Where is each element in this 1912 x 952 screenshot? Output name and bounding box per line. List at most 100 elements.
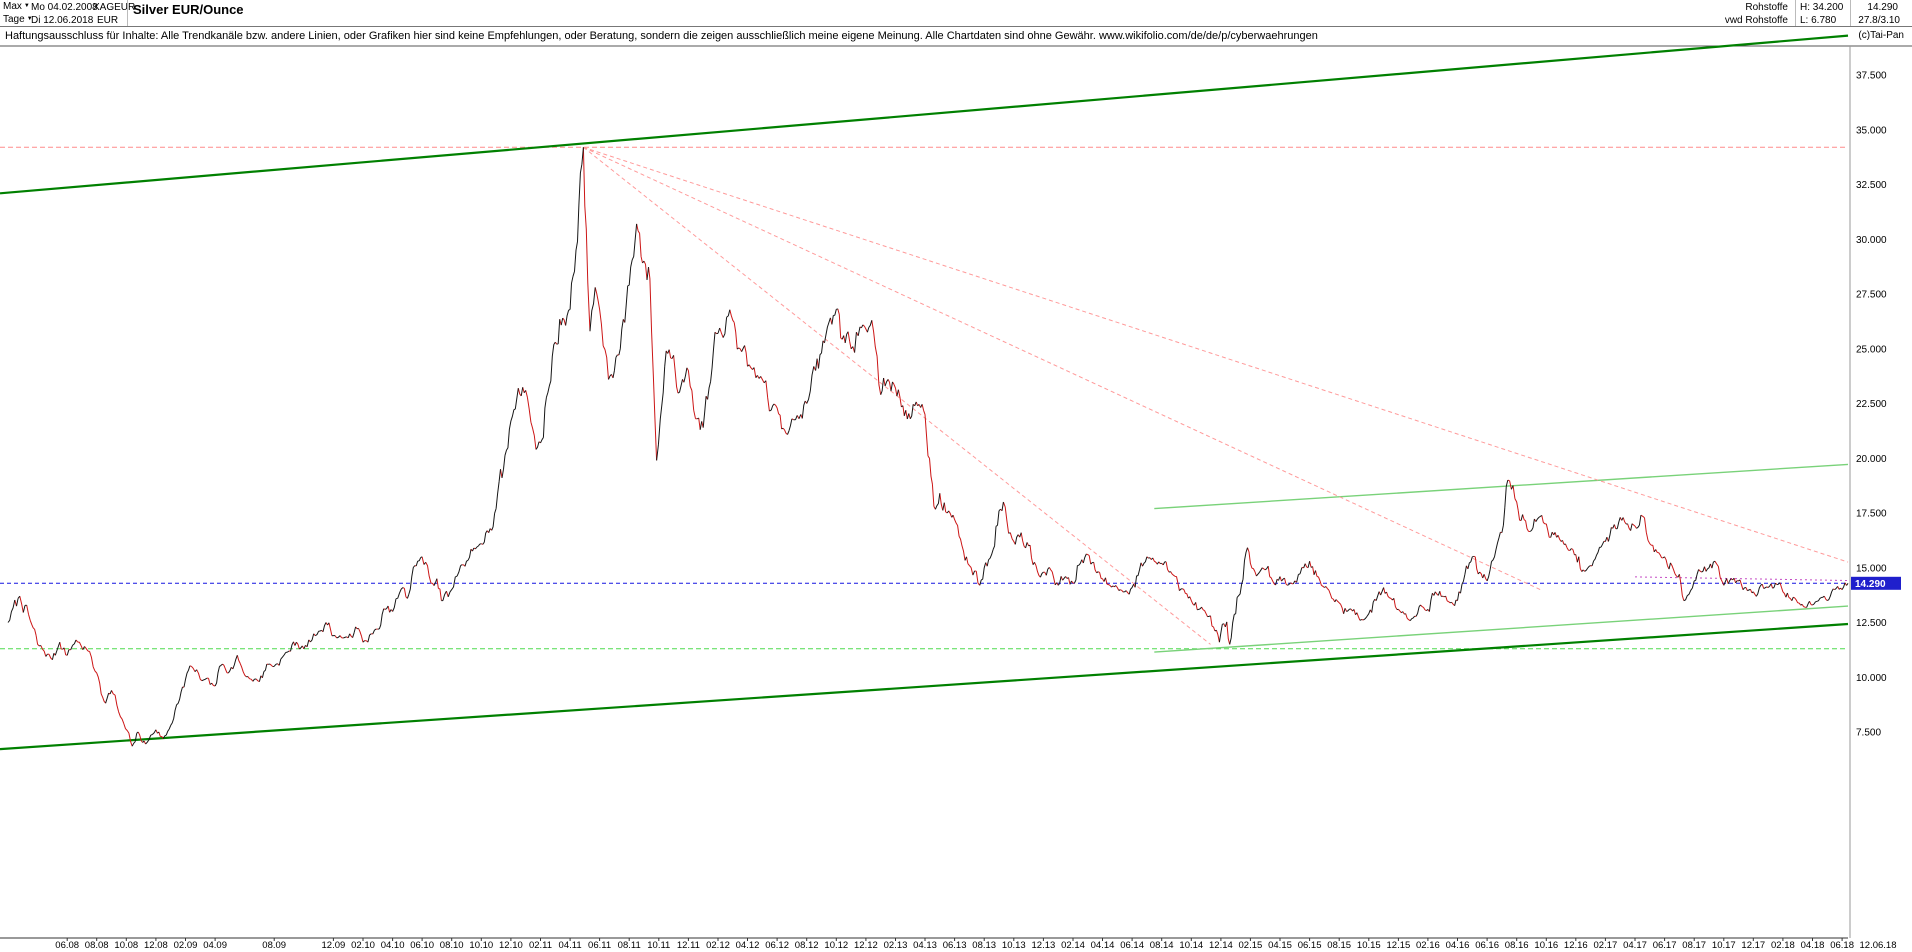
x-axis-tick-label: 02.11 <box>529 940 552 951</box>
y-axis-labels: 37.500 35.000 32.500 30.000 27.500 25.000 22.5… <box>1856 71 1887 739</box>
x-axis-tick-label: 06.16 <box>1475 940 1499 951</box>
x-axis-tick-label: 02.17 <box>1594 940 1618 951</box>
x-axis-tick-label: 08.09 <box>262 940 286 951</box>
x-axis-tick-label: 12.09 <box>322 940 346 951</box>
x-axis-tick-label: 10.16 <box>1534 940 1558 951</box>
currency-label: EUR <box>97 15 119 26</box>
x-axis-tick-label: 04.15 <box>1268 940 1292 951</box>
y-axis-tick-label: 35.000 <box>1856 125 1887 136</box>
header-divider <box>1795 0 1796 26</box>
upper-channel <box>0 34 1849 195</box>
trend-lines <box>0 34 1849 751</box>
x-axis-tick-label: 08.14 <box>1150 940 1174 951</box>
x-axis-tick-label: 06.17 <box>1653 940 1677 951</box>
x-axis-final-date-label: 12.06.18 <box>1860 940 1897 951</box>
x-axis-tick-label: 06.11 <box>588 940 611 951</box>
x-axis-tick-label: 04.11 <box>559 940 582 951</box>
y-axis-tick-label: 12.500 <box>1856 618 1887 629</box>
x-axis-tick-label: 12.13 <box>1032 940 1056 951</box>
end-date-field[interactable]: Di 12.06.2018 <box>31 15 94 26</box>
x-axis-tick-label: 12.08 <box>144 940 168 951</box>
x-axis-tick-label: 08.12 <box>795 940 819 951</box>
chart-frame <box>0 45 1912 939</box>
x-axis-tick-label: 06.14 <box>1120 940 1144 951</box>
last-price-tag-box <box>1851 576 1901 590</box>
y-axis-tick-label: 30.000 <box>1856 235 1887 246</box>
high-value: H: 34.200 <box>1800 2 1844 13</box>
x-axis-tick-label: 08.13 <box>972 940 996 951</box>
inner-upper-trend <box>1154 463 1849 510</box>
y-axis-tick-label: 25.000 <box>1856 344 1887 355</box>
fan-line-shallow <box>583 146 1849 563</box>
x-axis-tick-label: 10.12 <box>824 940 848 951</box>
x-axis-tick-label: 02.13 <box>884 940 908 951</box>
x-axis-tick-label: 08.10 <box>440 940 464 951</box>
category-label: Rohstoffe <box>1745 2 1788 13</box>
x-axis-tick-label: 04.09 <box>203 940 227 951</box>
x-axis-tick-label: 12.10 <box>499 940 523 951</box>
x-axis-tick-label: 06.18 <box>1830 940 1854 951</box>
x-axis-tick-label: 12.14 <box>1209 940 1233 951</box>
x-axis-tick-label: 06.10 <box>410 940 434 951</box>
x-axis-tick-label: 10.15 <box>1357 940 1381 951</box>
chevron-down-icon: ▼ <box>23 3 30 9</box>
short-magenta-line <box>1634 576 1849 581</box>
x-axis-tick-label: 10.14 <box>1179 940 1203 951</box>
header-divider <box>127 0 128 26</box>
x-axis-tick-label: 04.16 <box>1446 940 1470 951</box>
header-divider <box>1850 0 1851 26</box>
x-axis-labels: 06.08 08.08 10.08 12.08 02.09 04.09 08.09 12.09… <box>55 938 1896 951</box>
x-axis-tick-label: 06.12 <box>765 940 789 951</box>
price-line-up-segments <box>7 147 1849 747</box>
x-axis-tick-label: 04.13 <box>913 940 937 951</box>
app-header: Max ▼ Mo 04.02.2008 XAGEUR Tage ▼ Di 12.06… <box>0 0 1912 27</box>
last-price-value: 14.290 <box>1867 2 1898 13</box>
x-axis-tick-label: 02.18 <box>1771 940 1795 951</box>
x-axis-tick-label: 04.18 <box>1801 940 1825 951</box>
x-axis-tick-label: 10.13 <box>1002 940 1026 951</box>
x-axis-tick-label: 02.14 <box>1061 940 1085 951</box>
lower-channel <box>0 622 1849 751</box>
x-axis-tick-label: 10.08 <box>114 940 138 951</box>
last-price-tag-text: 14.290 <box>1855 579 1886 590</box>
feed-label: vwd Rohstoffe <box>1724 15 1788 26</box>
y-axis-tick-label: 7.500 <box>1856 728 1881 739</box>
low-value: L: 6.780 <box>1800 15 1837 26</box>
x-axis-tick-label: 12.16 <box>1564 940 1588 951</box>
change-value: 27.8/3.10 <box>1858 15 1900 26</box>
x-axis-tick-label: 12.12 <box>854 940 878 951</box>
price-series <box>7 147 1849 747</box>
x-axis-tick-label: 06.15 <box>1298 940 1322 951</box>
fan-line-mid <box>583 146 1541 591</box>
x-axis-tick-label: 02.10 <box>351 940 375 951</box>
y-axis-tick-label: 22.500 <box>1856 399 1887 410</box>
period-dropdown[interactable]: Tage ▼ <box>3 14 33 25</box>
x-axis-tick-label: 12.11 <box>677 940 700 951</box>
x-axis-tick-label: 04.10 <box>381 940 405 951</box>
y-axis-tick-label: 15.000 <box>1856 563 1887 574</box>
x-axis-tick-label: 02.09 <box>174 940 198 951</box>
x-axis-tick-label: 08.16 <box>1505 940 1529 951</box>
x-axis-tick-label: 10.11 <box>647 940 670 951</box>
x-axis-tick-label: 10.17 <box>1712 940 1736 951</box>
inner-lower-trend <box>1154 605 1849 653</box>
y-axis-tick-label: 27.500 <box>1856 290 1887 301</box>
x-axis-tick-label: 02.12 <box>706 940 730 951</box>
range-dropdown[interactable]: Max ▼ <box>3 1 30 12</box>
x-axis-tick-label: 02.15 <box>1239 940 1263 951</box>
y-axis-tick-label: 10.000 <box>1856 673 1887 684</box>
y-axis-tick-label: 32.500 <box>1856 180 1887 191</box>
y-axis-tick-label: 20.000 <box>1856 454 1887 465</box>
x-axis-tick-label: 02.16 <box>1416 940 1440 951</box>
y-axis-tick-label: 17.500 <box>1856 509 1887 520</box>
price-chart-canvas[interactable]: 37.500 35.000 32.500 30.000 27.500 25.000 22.5… <box>0 27 1912 952</box>
chevron-down-icon: ▼ <box>26 16 33 22</box>
x-axis-tick-label: 04.17 <box>1623 940 1647 951</box>
x-axis-tick-label: 04.12 <box>736 940 760 951</box>
start-date-field[interactable]: Mo 04.02.2008 <box>31 2 98 13</box>
x-axis-tick-label: 08.17 <box>1682 940 1706 951</box>
x-axis-tick-label: 04.14 <box>1091 940 1115 951</box>
y-axis-tick-label: 37.500 <box>1856 71 1887 82</box>
x-axis-tick-label: 06.13 <box>943 940 967 951</box>
